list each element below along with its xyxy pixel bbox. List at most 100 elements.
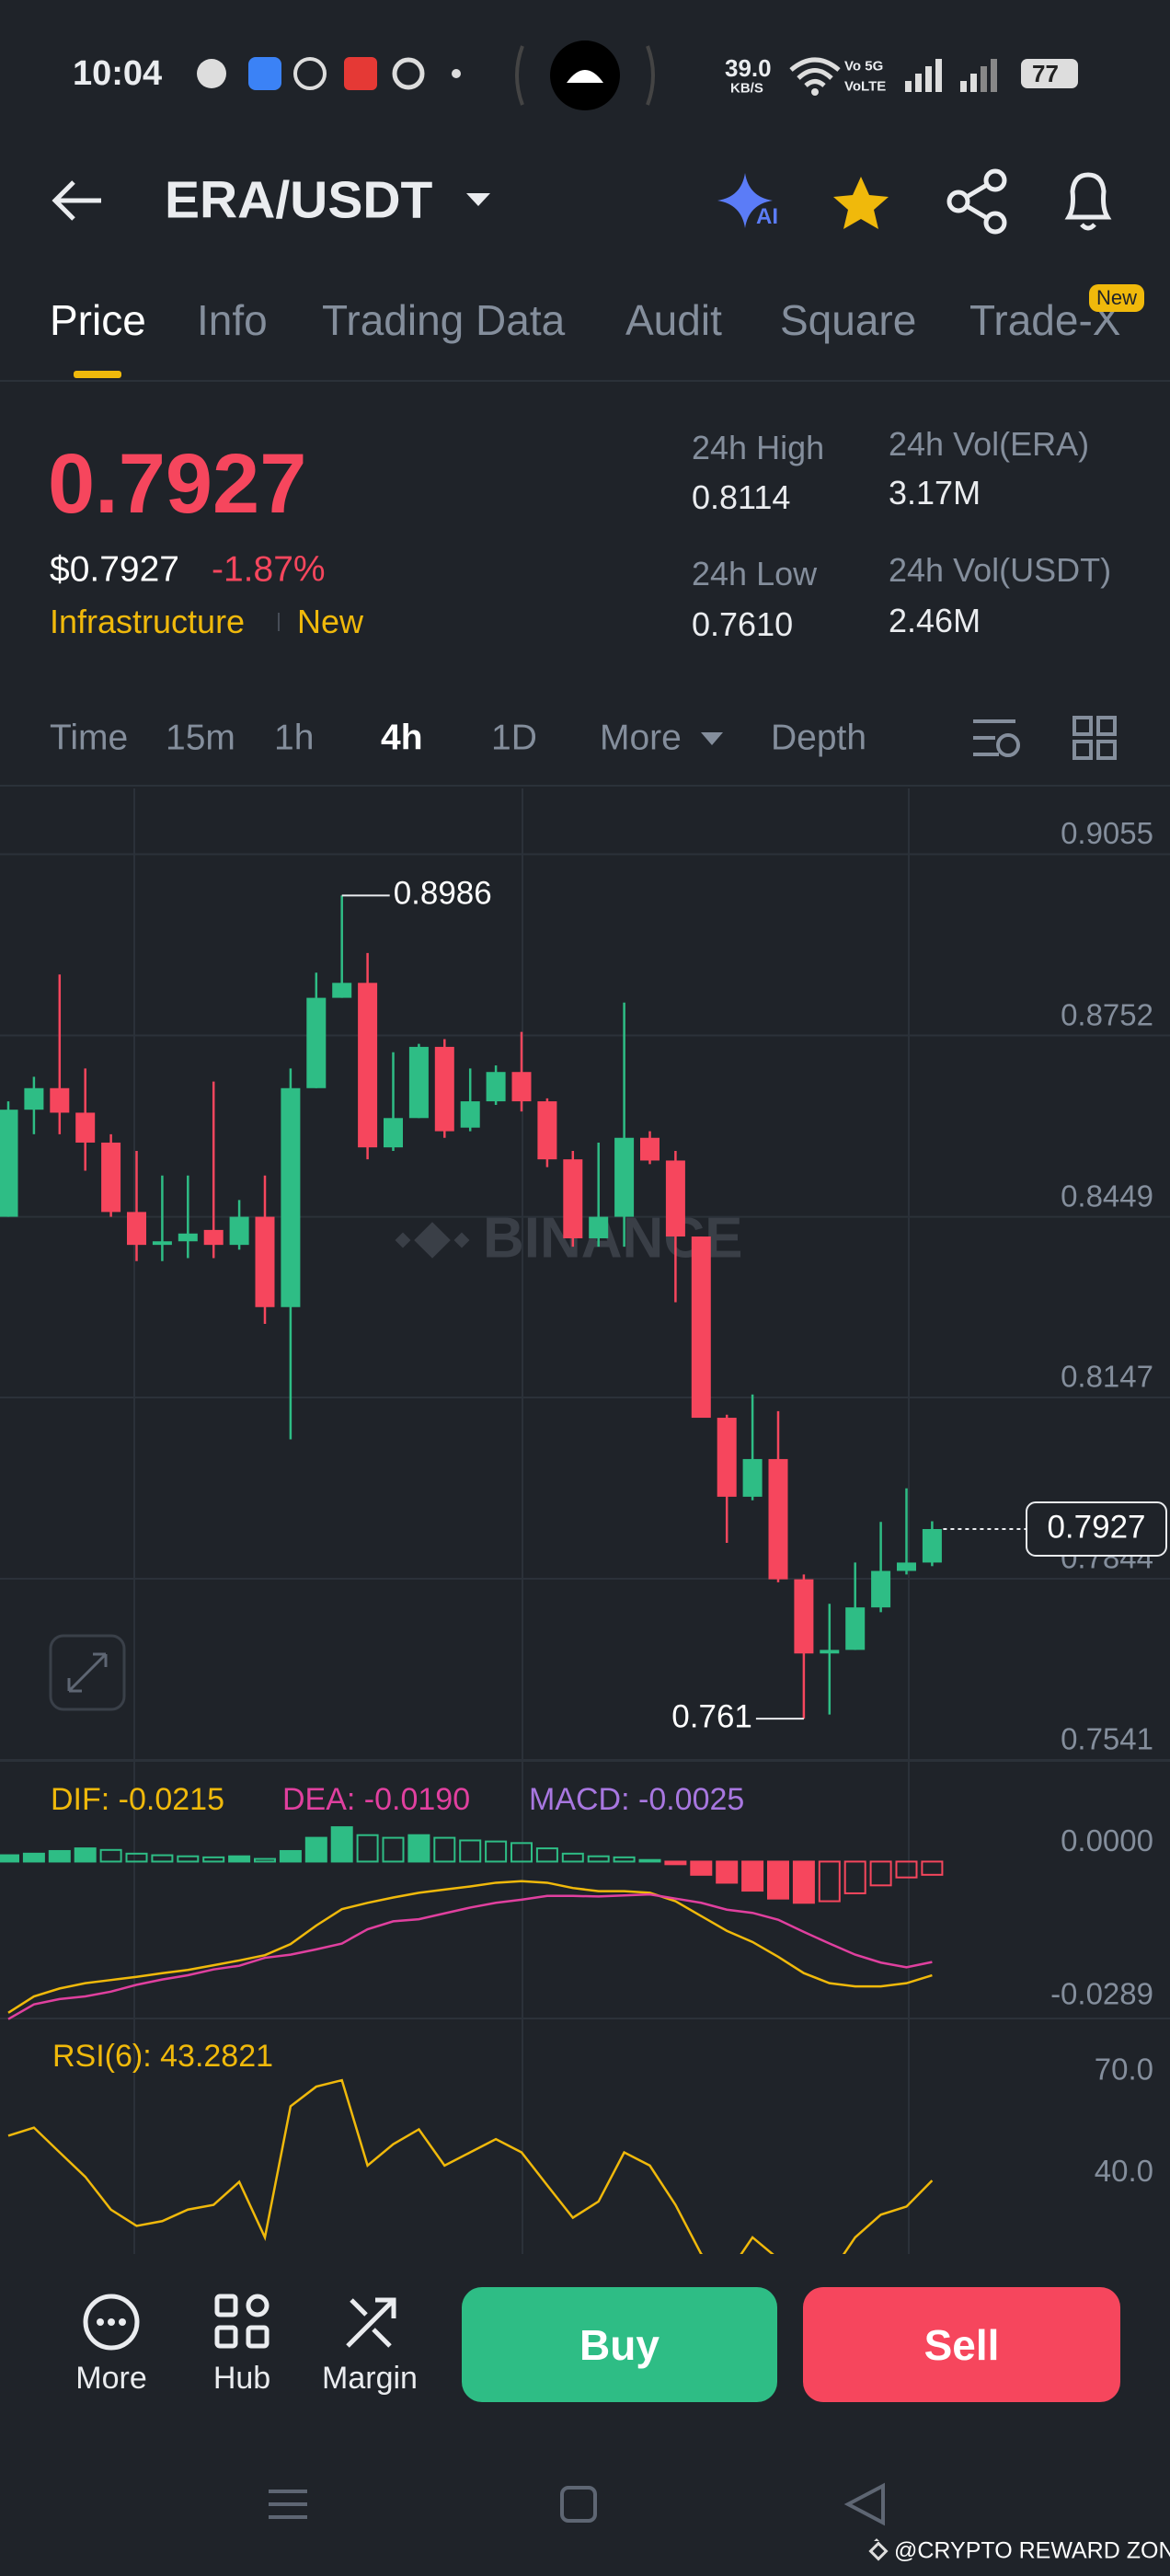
candle-body [281, 1087, 301, 1307]
macd-bar [664, 1860, 687, 1866]
candle-body [332, 983, 352, 998]
y-tick-label: -0.0289 [1050, 1976, 1153, 2010]
macd-bar [895, 1860, 918, 1879]
candle-body [24, 1087, 44, 1110]
interval-active[interactable]: 4h [381, 718, 423, 758]
buy-button[interactable]: Buy [462, 2287, 777, 2402]
sell-button[interactable]: Sell [803, 2287, 1120, 2402]
tag[interactable]: Infrastructure [50, 603, 246, 640]
candle-body [922, 1529, 942, 1563]
macd-bar [741, 1860, 764, 1892]
nav-bar [269, 2482, 886, 2541]
candle-body [50, 1087, 70, 1113]
macd-bar [818, 1860, 841, 1903]
action-label[interactable]: Margin [322, 2361, 418, 2396]
macd-bar [99, 1848, 122, 1863]
tab[interactable]: Trading Data [322, 296, 566, 344]
macd-bar [638, 1858, 661, 1863]
interval[interactable]: 1D [491, 718, 537, 758]
macd-legend: DEA: -0.0190 [282, 1782, 470, 1817]
y-tick-label: 40.0 [1095, 2154, 1153, 2188]
vertical-grid [133, 788, 910, 2254]
candle-body [511, 1072, 532, 1102]
action-label[interactable]: More [75, 2361, 147, 2396]
candle-body [845, 1607, 866, 1650]
candle-body [152, 1241, 172, 1246]
candle-body [358, 983, 378, 1148]
tab[interactable]: Square [780, 296, 917, 344]
tag-separator [278, 613, 280, 631]
tab[interactable]: Price [50, 296, 146, 344]
macd-bar [330, 1826, 353, 1863]
nav-home[interactable] [560, 2486, 597, 2523]
footer-logo [868, 2541, 889, 2561]
interval[interactable]: Depth [771, 718, 867, 758]
sim2: VoLTE [844, 78, 887, 95]
macd-bar [0, 1854, 19, 1863]
macd-bar [792, 1860, 815, 1904]
macd-bar [535, 1847, 558, 1863]
macd-bar [177, 1855, 200, 1863]
hub-icon[interactable] [214, 2294, 270, 2349]
stat-value: 0.8114 [692, 478, 791, 516]
candle-body [537, 1101, 557, 1160]
expand-button[interactable] [49, 1634, 126, 1711]
macd-bar [356, 1834, 379, 1863]
candle-body [101, 1142, 121, 1213]
interval[interactable]: 15m [166, 718, 235, 758]
pair-title[interactable]: ERA/USDT [165, 170, 433, 230]
candle-body [717, 1418, 737, 1497]
candle-body [203, 1229, 224, 1246]
favorite-icon[interactable] [833, 177, 889, 229]
margin-icon[interactable] [346, 2297, 396, 2348]
wifi-icon [789, 57, 841, 96]
action-label[interactable]: Hub [212, 2361, 271, 2396]
layout-icon[interactable] [1072, 716, 1117, 760]
alert-icon[interactable] [1064, 172, 1112, 231]
candle-body [897, 1562, 916, 1571]
usd-price: $0.7927 [50, 549, 179, 590]
macd-line [7, 1892, 933, 2020]
indicator-icon[interactable] [973, 719, 1020, 757]
macd-bar [407, 1834, 430, 1863]
low-annotation: 0.761 [671, 1698, 752, 1734]
macd-bar [843, 1860, 866, 1894]
nav-menu[interactable] [269, 2490, 307, 2519]
back-icon[interactable] [52, 180, 101, 221]
share-icon[interactable] [946, 168, 1007, 235]
footer-watermark: @CRYPTO REWARD ZONE [894, 2537, 1170, 2564]
nav-back[interactable] [843, 2482, 885, 2526]
y-tick-label: 0.7541 [1061, 1722, 1153, 1756]
interval[interactable]: More [600, 718, 682, 758]
interval[interactable]: Time [50, 718, 129, 758]
candle-body [794, 1579, 814, 1654]
ai-icon[interactable] [717, 173, 773, 228]
y-tick-label: 0.8449 [1061, 1179, 1153, 1213]
macd-bar [433, 1836, 456, 1863]
macd-bar [587, 1855, 610, 1863]
stat-label: 24h Vol(ERA) [889, 425, 1090, 463]
pair-dropdown[interactable] [466, 193, 490, 206]
stat-label: 24h Low [692, 555, 818, 592]
tab[interactable]: Info [197, 296, 268, 344]
macd-bar [125, 1852, 148, 1863]
candle-body [820, 1650, 840, 1654]
net-unit: KB/S [730, 80, 763, 97]
expand-icon [67, 1652, 108, 1693]
macd-bar [254, 1857, 276, 1863]
candle-body [691, 1236, 711, 1419]
price-tag-label: 0.7927 [1047, 1509, 1145, 1545]
interval[interactable]: 1h [274, 718, 315, 758]
candle-body [563, 1159, 583, 1238]
rsi-legend: RSI(6): 43.2821 [52, 2039, 273, 2074]
candle-body [434, 1046, 454, 1132]
tab[interactable]: Audit [625, 296, 722, 344]
action-icons [83, 2294, 396, 2351]
tag[interactable]: New [297, 603, 364, 640]
more-icon[interactable] [83, 2294, 140, 2351]
ai-badge: AI [756, 204, 778, 229]
macd-bar [767, 1860, 789, 1900]
more-caret[interactable] [701, 732, 723, 745]
